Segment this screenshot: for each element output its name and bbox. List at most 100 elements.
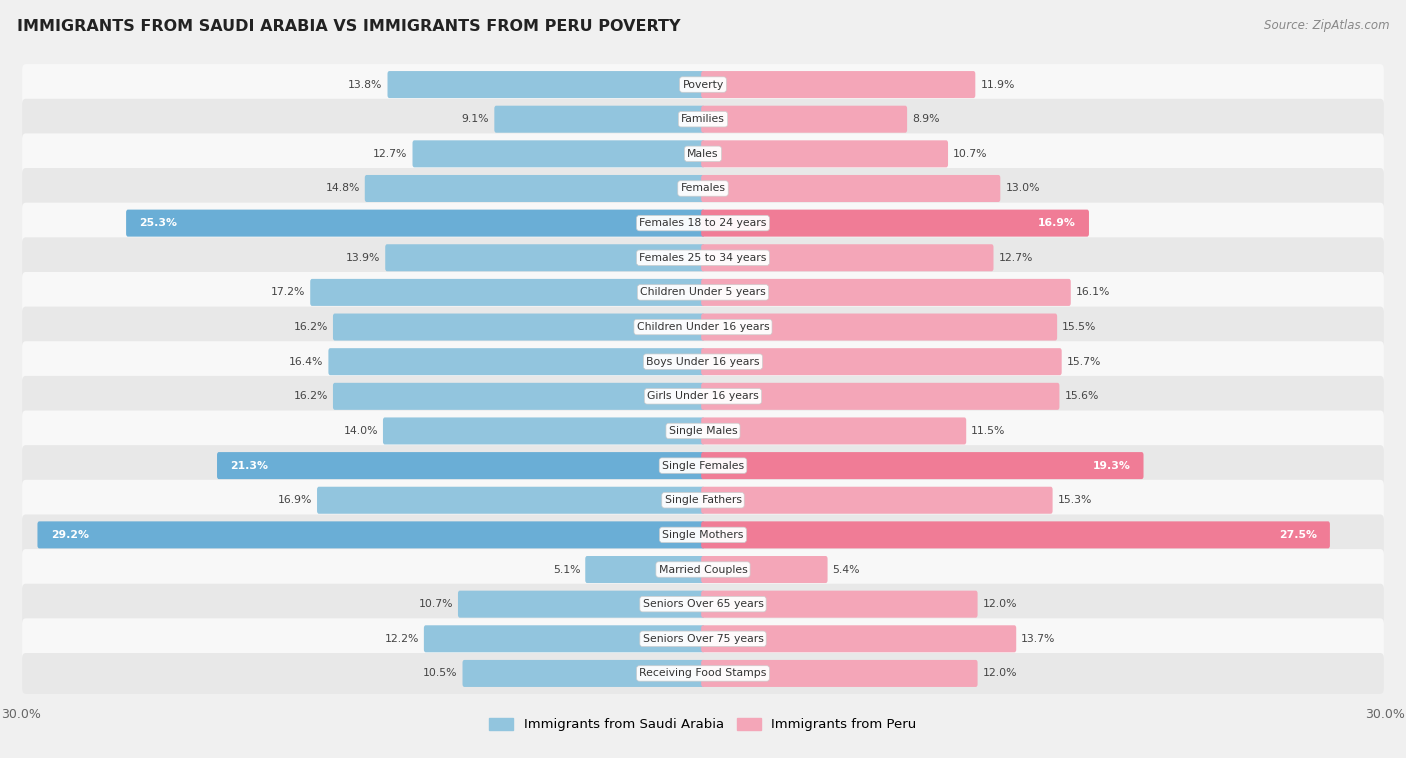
- Text: Children Under 16 years: Children Under 16 years: [637, 322, 769, 332]
- FancyBboxPatch shape: [702, 418, 966, 444]
- Text: Receiving Food Stamps: Receiving Food Stamps: [640, 669, 766, 678]
- Text: 15.6%: 15.6%: [1064, 391, 1098, 401]
- Text: 13.8%: 13.8%: [349, 80, 382, 89]
- FancyBboxPatch shape: [702, 590, 977, 618]
- Text: 13.9%: 13.9%: [346, 252, 380, 263]
- Text: Children Under 5 years: Children Under 5 years: [640, 287, 766, 297]
- Text: 13.7%: 13.7%: [1021, 634, 1056, 644]
- Text: 5.1%: 5.1%: [553, 565, 581, 575]
- FancyBboxPatch shape: [329, 348, 704, 375]
- FancyBboxPatch shape: [458, 590, 704, 618]
- Text: Seniors Over 75 years: Seniors Over 75 years: [643, 634, 763, 644]
- Text: Males: Males: [688, 149, 718, 159]
- Text: Single Males: Single Males: [669, 426, 737, 436]
- Text: 15.5%: 15.5%: [1062, 322, 1097, 332]
- FancyBboxPatch shape: [127, 210, 704, 236]
- FancyBboxPatch shape: [22, 549, 1384, 590]
- FancyBboxPatch shape: [22, 480, 1384, 521]
- Text: IMMIGRANTS FROM SAUDI ARABIA VS IMMIGRANTS FROM PERU POVERTY: IMMIGRANTS FROM SAUDI ARABIA VS IMMIGRAN…: [17, 19, 681, 34]
- FancyBboxPatch shape: [702, 244, 994, 271]
- Text: 27.5%: 27.5%: [1278, 530, 1317, 540]
- FancyBboxPatch shape: [463, 660, 704, 687]
- FancyBboxPatch shape: [22, 411, 1384, 452]
- Text: 15.3%: 15.3%: [1057, 495, 1092, 506]
- Text: Families: Families: [681, 114, 725, 124]
- Text: Boys Under 16 years: Boys Under 16 years: [647, 357, 759, 367]
- FancyBboxPatch shape: [702, 660, 977, 687]
- FancyBboxPatch shape: [702, 279, 1071, 306]
- FancyBboxPatch shape: [702, 314, 1057, 340]
- FancyBboxPatch shape: [412, 140, 704, 168]
- FancyBboxPatch shape: [333, 383, 704, 410]
- Text: Seniors Over 65 years: Seniors Over 65 years: [643, 599, 763, 609]
- FancyBboxPatch shape: [702, 71, 976, 98]
- Text: 10.7%: 10.7%: [419, 599, 453, 609]
- FancyBboxPatch shape: [22, 341, 1384, 382]
- Text: 9.1%: 9.1%: [461, 114, 489, 124]
- Text: 12.0%: 12.0%: [983, 669, 1017, 678]
- FancyBboxPatch shape: [316, 487, 704, 514]
- FancyBboxPatch shape: [22, 445, 1384, 486]
- FancyBboxPatch shape: [702, 348, 1062, 375]
- FancyBboxPatch shape: [364, 175, 704, 202]
- FancyBboxPatch shape: [22, 64, 1384, 105]
- FancyBboxPatch shape: [22, 653, 1384, 694]
- FancyBboxPatch shape: [22, 237, 1384, 278]
- Text: 16.9%: 16.9%: [1038, 218, 1076, 228]
- Text: Females: Females: [681, 183, 725, 193]
- Text: 16.4%: 16.4%: [290, 357, 323, 367]
- Text: 10.7%: 10.7%: [953, 149, 987, 159]
- Text: 15.7%: 15.7%: [1067, 357, 1101, 367]
- Text: 16.1%: 16.1%: [1076, 287, 1111, 297]
- FancyBboxPatch shape: [38, 522, 704, 548]
- Text: 12.7%: 12.7%: [373, 149, 408, 159]
- FancyBboxPatch shape: [385, 244, 704, 271]
- Text: 14.0%: 14.0%: [343, 426, 378, 436]
- Text: Females 25 to 34 years: Females 25 to 34 years: [640, 252, 766, 263]
- Text: 16.2%: 16.2%: [294, 391, 328, 401]
- Text: Single Mothers: Single Mothers: [662, 530, 744, 540]
- Text: 12.2%: 12.2%: [384, 634, 419, 644]
- FancyBboxPatch shape: [22, 99, 1384, 139]
- FancyBboxPatch shape: [702, 625, 1017, 653]
- FancyBboxPatch shape: [702, 175, 1000, 202]
- FancyBboxPatch shape: [333, 314, 704, 340]
- Text: Single Fathers: Single Fathers: [665, 495, 741, 506]
- Text: 17.2%: 17.2%: [271, 287, 305, 297]
- Text: 13.0%: 13.0%: [1005, 183, 1040, 193]
- Text: Source: ZipAtlas.com: Source: ZipAtlas.com: [1264, 19, 1389, 32]
- FancyBboxPatch shape: [22, 306, 1384, 347]
- Text: 19.3%: 19.3%: [1092, 461, 1130, 471]
- Text: 29.2%: 29.2%: [51, 530, 89, 540]
- Text: Girls Under 16 years: Girls Under 16 years: [647, 391, 759, 401]
- FancyBboxPatch shape: [423, 625, 704, 653]
- FancyBboxPatch shape: [22, 168, 1384, 209]
- FancyBboxPatch shape: [702, 556, 828, 583]
- Text: 21.3%: 21.3%: [231, 461, 269, 471]
- FancyBboxPatch shape: [22, 619, 1384, 659]
- FancyBboxPatch shape: [22, 133, 1384, 174]
- FancyBboxPatch shape: [585, 556, 704, 583]
- FancyBboxPatch shape: [702, 383, 1059, 410]
- FancyBboxPatch shape: [382, 418, 704, 444]
- FancyBboxPatch shape: [388, 71, 704, 98]
- FancyBboxPatch shape: [495, 105, 704, 133]
- FancyBboxPatch shape: [22, 584, 1384, 625]
- FancyBboxPatch shape: [22, 376, 1384, 417]
- Text: Married Couples: Married Couples: [658, 565, 748, 575]
- FancyBboxPatch shape: [702, 210, 1090, 236]
- Text: Poverty: Poverty: [682, 80, 724, 89]
- Text: 16.2%: 16.2%: [294, 322, 328, 332]
- FancyBboxPatch shape: [702, 487, 1053, 514]
- FancyBboxPatch shape: [22, 515, 1384, 556]
- Text: 11.5%: 11.5%: [972, 426, 1005, 436]
- Text: 12.7%: 12.7%: [998, 252, 1033, 263]
- FancyBboxPatch shape: [22, 202, 1384, 243]
- FancyBboxPatch shape: [217, 452, 704, 479]
- Text: 12.0%: 12.0%: [983, 599, 1017, 609]
- FancyBboxPatch shape: [702, 522, 1330, 548]
- Text: Single Females: Single Females: [662, 461, 744, 471]
- FancyBboxPatch shape: [702, 140, 948, 168]
- Text: 14.8%: 14.8%: [325, 183, 360, 193]
- FancyBboxPatch shape: [311, 279, 704, 306]
